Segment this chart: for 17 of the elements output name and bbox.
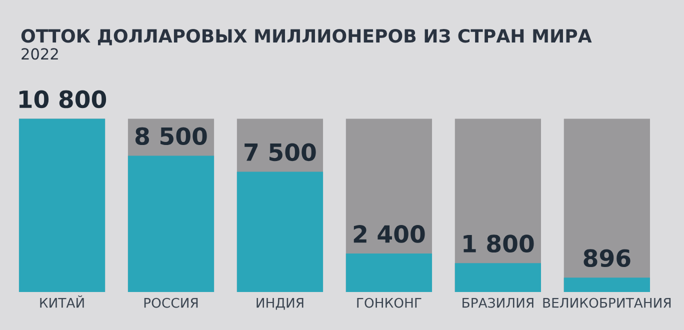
x-tick-label: БРАЗИЛИЯ (462, 298, 534, 308)
data-label: 1 800 (464, 234, 534, 253)
x-tick-label: ИНДИЯ (256, 298, 304, 310)
bar (564, 278, 650, 292)
bar (454, 263, 541, 292)
data-label: 896 (584, 249, 630, 268)
chart-subtitle: 2022 (22, 48, 58, 60)
data-label: 2 400 (354, 225, 425, 243)
x-tick-label: КИТАЙ (40, 295, 84, 308)
bar (346, 254, 432, 292)
x-tick-label: ГОНКОНГ (357, 298, 422, 308)
x-tick-label: ВЕЛИКОБРИТАНИЯ (543, 298, 671, 308)
data-label: 7 500 (244, 143, 316, 162)
data-label: 10 800 (20, 90, 106, 108)
data-label: 8 500 (135, 127, 207, 146)
x-tick-label: РОССИЯ (144, 298, 198, 308)
chart-title: ОТТОК ДОЛЛАРОВЫХ МИЛЛИОНЕРОВ ИЗ СТРАН МИРА (21, 29, 592, 46)
